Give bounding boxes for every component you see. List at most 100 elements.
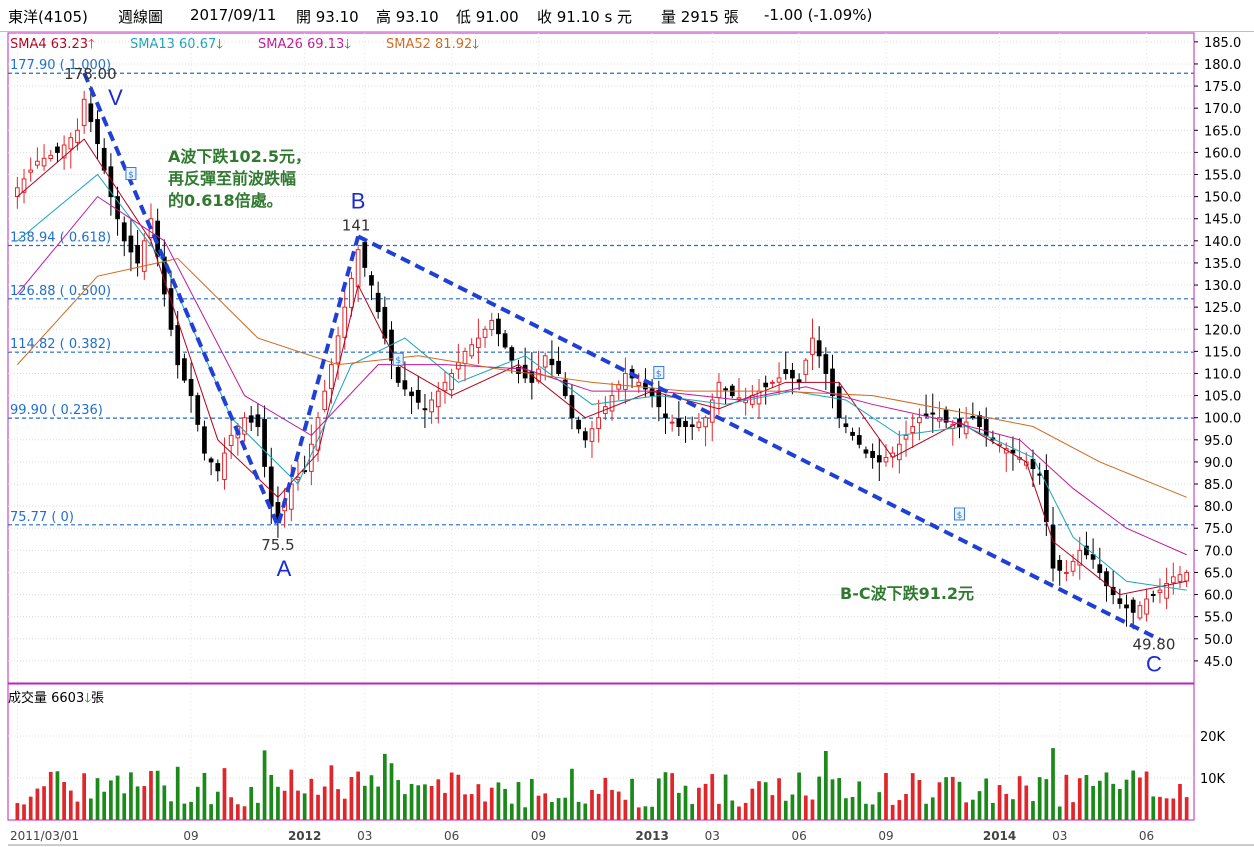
candle-body <box>963 421 969 435</box>
volume-bar <box>509 803 514 820</box>
candle-body <box>923 413 929 416</box>
y-tick-label: 65.0 <box>1204 566 1233 581</box>
volume-bar <box>630 778 634 820</box>
candle-body <box>435 390 441 408</box>
volume-bar <box>316 794 320 820</box>
wave-label-b: B <box>351 188 366 213</box>
x-tick-label: 06 <box>791 829 806 843</box>
candle-body <box>582 431 588 441</box>
volume-bar <box>803 795 808 820</box>
volume-bar <box>884 773 888 820</box>
chart-header: 東洋(4105) 週線圖 2017/09/11 開 93.10 高 93.10 … <box>0 0 1254 32</box>
volume-bar <box>443 792 447 820</box>
volume-bar <box>723 774 728 820</box>
volume-bar <box>1017 776 1022 820</box>
volume-bar <box>503 788 507 820</box>
candle-body <box>1097 564 1103 573</box>
dividend-marker-box <box>953 507 965 521</box>
candle-body <box>669 421 675 424</box>
volume-bar <box>162 785 167 820</box>
volume-bar <box>763 782 768 820</box>
volume-bar <box>1077 778 1082 820</box>
wave-label-a: A <box>277 556 292 581</box>
volume-bar <box>643 806 648 820</box>
y-tick-label: 75.0 <box>1204 522 1233 537</box>
candle-body <box>676 418 682 428</box>
fibonacci-label: 138.94 ( 0.618) <box>10 231 111 246</box>
candle-body <box>623 372 628 390</box>
candle-body <box>1124 604 1129 609</box>
y-tick-label: 100.0 <box>1204 412 1241 427</box>
volume-title-text: 成交量 6603 <box>8 691 85 706</box>
candle-body <box>489 319 495 331</box>
candle-body <box>476 337 481 348</box>
volume-bar <box>28 796 33 820</box>
volume-bar <box>436 779 441 820</box>
sma52-line <box>16 257 1187 498</box>
candle-body <box>1104 571 1109 587</box>
y-tick-label: 180.0 <box>1204 58 1241 73</box>
volume-bar <box>22 804 26 820</box>
y-tick-label: 110.0 <box>1204 367 1241 382</box>
volume-bar <box>1011 799 1015 820</box>
dividend-marker-glyph: $ <box>395 356 401 366</box>
sma4-label: SMA4 63.23🡑 <box>10 35 95 57</box>
x-tick-label: 03 <box>357 829 372 843</box>
candle-body <box>1144 598 1149 615</box>
volume-bar <box>115 775 120 820</box>
candle-body <box>429 399 434 413</box>
volume-bar <box>1044 779 1049 820</box>
volume-bar <box>296 790 300 820</box>
candle-body <box>175 325 181 366</box>
volume-bar <box>336 789 340 820</box>
candle-body <box>262 418 267 467</box>
volume-bar <box>276 786 280 820</box>
volume-bar <box>636 807 641 820</box>
volume-bar <box>1184 797 1189 820</box>
y-tick-label: 95.0 <box>1204 434 1233 449</box>
candle-body <box>1164 583 1169 599</box>
y-tick-label: 150.0 <box>1204 191 1241 206</box>
fibonacci-label: 114.82 ( 0.382) <box>10 337 111 352</box>
volume-bar <box>957 781 962 820</box>
volume-bar <box>389 763 394 820</box>
volume-bar <box>583 803 588 820</box>
volume-bar <box>256 802 260 820</box>
y-tick-label: 130.0 <box>1204 279 1241 294</box>
volume-bar <box>777 778 781 820</box>
candle-body <box>502 333 508 348</box>
fibonacci-label: 126.88 ( 0.500) <box>10 284 111 299</box>
volume-bar <box>830 779 835 820</box>
dividend-marker-box <box>125 166 137 180</box>
x-tick-label: 03 <box>705 829 720 843</box>
volume-bar <box>750 788 755 820</box>
volume-bar <box>182 803 187 820</box>
candle-body <box>1064 571 1069 574</box>
y-tick-label: 85.0 <box>1204 478 1233 493</box>
volume-bar <box>737 806 741 820</box>
candle-body <box>1177 574 1183 582</box>
candle-body <box>68 137 74 150</box>
fibonacci-label: 177.90 ( 1.000) <box>10 58 111 73</box>
low-price: 低 91.00 <box>456 8 519 26</box>
candle-body <box>462 350 468 364</box>
volume-bar <box>1064 774 1069 820</box>
candle-body <box>442 381 448 392</box>
high-price: 高 93.10 <box>376 8 439 26</box>
volume-bar <box>215 791 220 820</box>
volume-bar <box>35 788 40 820</box>
candle-body <box>716 381 722 399</box>
volume-bar <box>950 776 955 820</box>
candle-body <box>783 369 789 374</box>
candle-body <box>589 428 595 442</box>
volume-bar <box>496 782 501 820</box>
volume-bar <box>349 777 354 820</box>
candle-body <box>1010 449 1016 454</box>
volume-bar <box>730 800 735 820</box>
volume-bar <box>844 798 848 820</box>
x-tick-label: 06 <box>1139 829 1154 843</box>
candle-body <box>643 382 648 390</box>
x-tick-label: 2011/03/01 <box>10 829 79 843</box>
candle-body <box>709 399 715 423</box>
candle-body <box>1184 571 1190 582</box>
